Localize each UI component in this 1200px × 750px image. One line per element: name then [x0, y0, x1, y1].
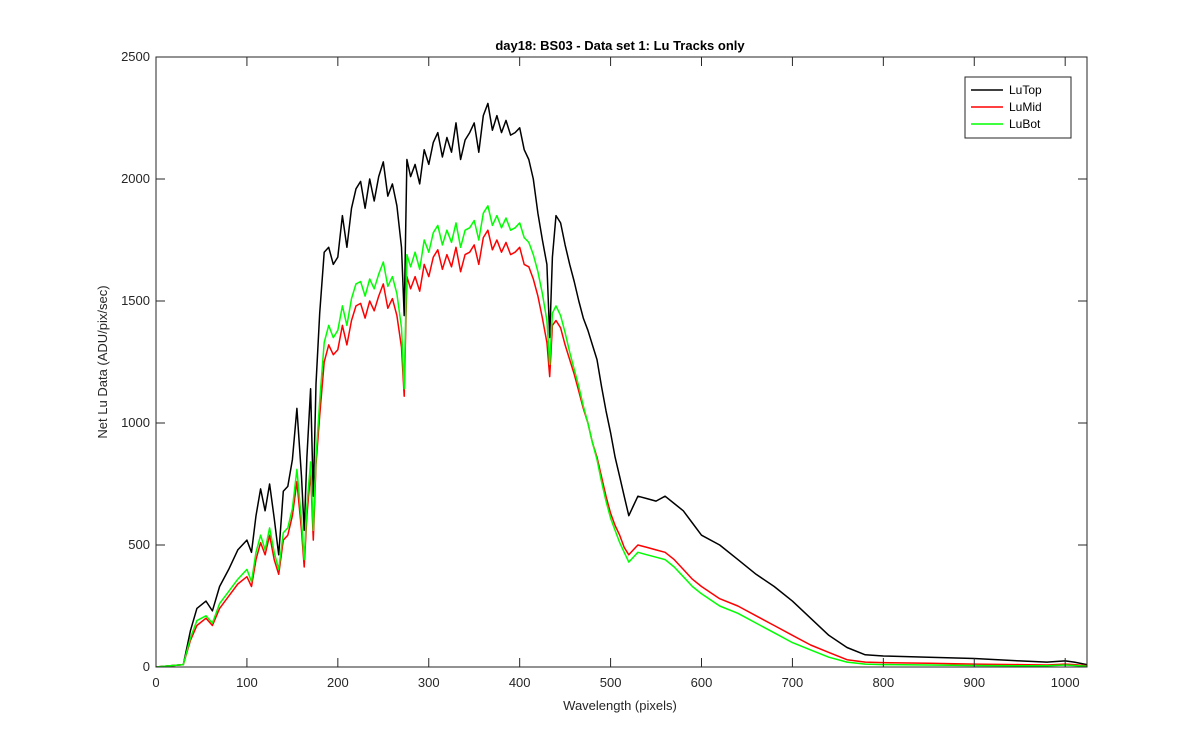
x-tick-label: 200 — [327, 675, 349, 690]
x-tick-label: 100 — [236, 675, 258, 690]
legend: LuTop LuMid LuBot — [964, 76, 1072, 139]
x-tick-label: 300 — [418, 675, 440, 690]
x-axis-label: Wavelength (pixels) — [563, 698, 677, 713]
x-tick-label: 900 — [963, 675, 985, 690]
legend-box — [964, 76, 1072, 139]
legend-label-lubot: LuBot — [1009, 117, 1041, 131]
y-tick-label: 2500 — [121, 49, 150, 64]
x-tick-label: 800 — [872, 675, 894, 690]
axes: 0 100 200 300 400 500 600 700 800 900 1000 0 500 1000… — [121, 49, 1088, 690]
series-line-lumid — [156, 229, 1087, 667]
x-tick-label: 1000 — [1051, 675, 1080, 690]
series-line-lubot — [156, 205, 1087, 667]
y-tick-label: 0 — [143, 659, 150, 674]
x-tick-label: 700 — [782, 675, 804, 690]
x-tick-label: 400 — [509, 675, 531, 690]
series-line-lutop — [156, 102, 1087, 667]
x-tick-label: 0 — [152, 675, 159, 690]
legend-label-lutop: LuTop — [1009, 83, 1042, 97]
y-tick-label: 1000 — [121, 415, 150, 430]
x-tick-label: 500 — [600, 675, 622, 690]
y-axis-label: Net Lu Data (ADU/pix/sec) — [95, 285, 110, 438]
y-tick-label: 500 — [128, 537, 150, 552]
plot-area — [156, 102, 1087, 667]
y-tick-label: 2000 — [121, 171, 150, 186]
chart-title: day18: BS03 - Data set 1: Lu Tracks only — [495, 38, 745, 53]
legend-label-lumid: LuMid — [1009, 100, 1042, 114]
axes-box — [155, 56, 1088, 668]
x-tick-label: 600 — [691, 675, 713, 690]
series-lines — [156, 102, 1087, 667]
y-tick-label: 1500 — [121, 293, 150, 308]
